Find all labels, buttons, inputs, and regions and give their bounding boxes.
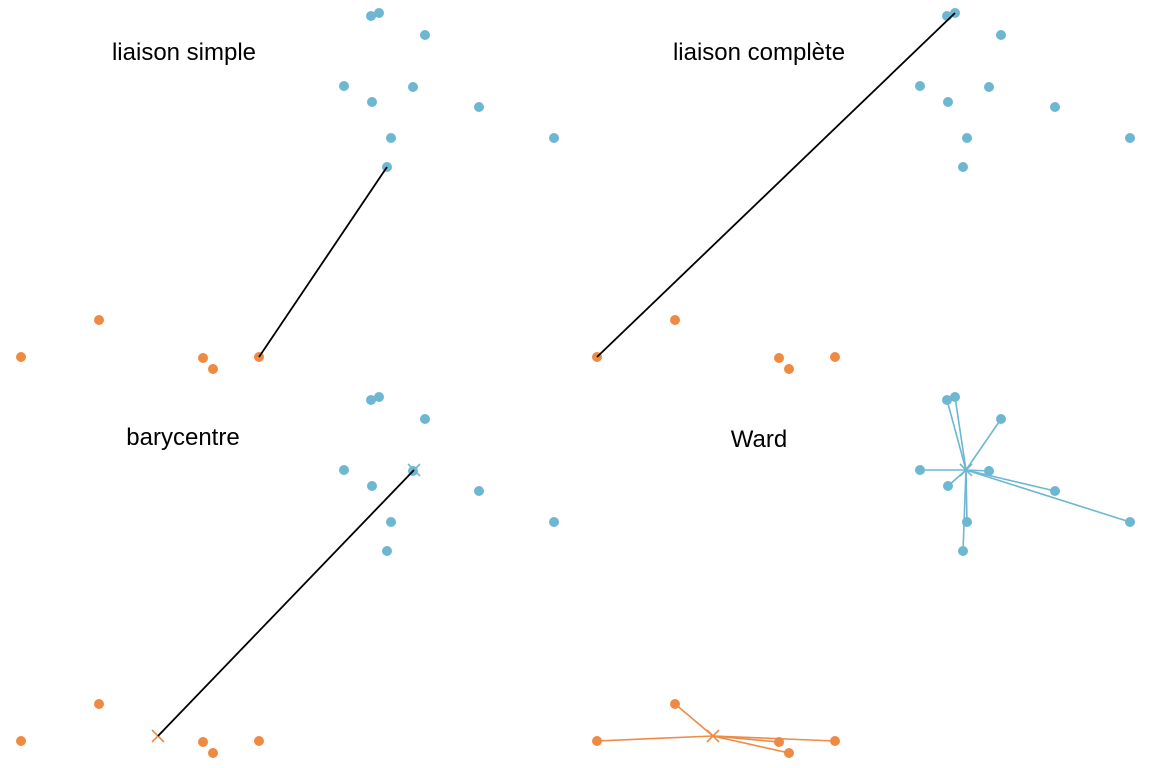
point-cluster-a bbox=[474, 486, 484, 496]
panel-single-linkage: liaison simple bbox=[16, 8, 559, 374]
point-cluster-a bbox=[915, 81, 925, 91]
panel-marks bbox=[16, 392, 559, 758]
centroid-cluster-b-marker-stroke-2 bbox=[706, 729, 720, 743]
point-cluster-b bbox=[670, 699, 680, 709]
point-cluster-b bbox=[198, 353, 208, 363]
point-cluster-a bbox=[374, 8, 384, 18]
panel-marks bbox=[592, 8, 1135, 374]
point-cluster-b bbox=[208, 748, 218, 758]
panel-ward-linkage: Ward bbox=[592, 392, 1135, 758]
point-cluster-a bbox=[996, 30, 1006, 40]
linkage-line bbox=[157, 469, 415, 737]
point-cluster-a bbox=[942, 395, 952, 405]
point-cluster-b bbox=[670, 315, 680, 325]
point-cluster-b bbox=[198, 737, 208, 747]
point-cluster-a bbox=[1050, 102, 1060, 112]
point-cluster-b bbox=[16, 736, 26, 746]
panel-title-single-linkage: liaison simple bbox=[112, 39, 256, 66]
panel-title-complete-linkage: liaison complète bbox=[673, 39, 845, 66]
point-cluster-a bbox=[943, 481, 953, 491]
point-cluster-a bbox=[420, 414, 430, 424]
centroid-cluster-a-marker bbox=[959, 463, 973, 477]
point-cluster-a bbox=[474, 102, 484, 112]
point-cluster-a bbox=[950, 392, 960, 402]
point-cluster-a bbox=[549, 517, 559, 527]
panel-marks bbox=[592, 392, 1135, 758]
ward-line-cluster-b bbox=[596, 735, 714, 742]
point-cluster-b bbox=[784, 364, 794, 374]
panel-title-ward-linkage: Ward bbox=[731, 426, 787, 453]
point-cluster-a bbox=[984, 82, 994, 92]
point-cluster-a bbox=[958, 162, 968, 172]
point-cluster-a bbox=[420, 30, 430, 40]
point-cluster-a bbox=[549, 133, 559, 143]
ward-line-cluster-a bbox=[946, 399, 967, 471]
point-cluster-b bbox=[592, 736, 602, 746]
point-cluster-a bbox=[915, 465, 925, 475]
point-cluster-a bbox=[962, 133, 972, 143]
ward-line-cluster-a bbox=[965, 469, 1131, 523]
point-cluster-a bbox=[339, 465, 349, 475]
point-cluster-a bbox=[382, 546, 392, 556]
ward-line-cluster-a bbox=[954, 396, 967, 471]
point-cluster-b bbox=[774, 737, 784, 747]
point-cluster-a bbox=[996, 414, 1006, 424]
ward-line-cluster-a bbox=[965, 469, 1056, 492]
point-cluster-a bbox=[367, 481, 377, 491]
ward-line-cluster-b bbox=[712, 735, 790, 754]
point-cluster-b bbox=[208, 364, 218, 374]
ward-line-cluster-a bbox=[962, 469, 967, 552]
point-cluster-a bbox=[984, 466, 994, 476]
panel-complete-linkage: liaison complète bbox=[592, 8, 1135, 374]
centroid-cluster-b-marker bbox=[706, 729, 720, 743]
point-cluster-a bbox=[367, 97, 377, 107]
point-cluster-b bbox=[94, 699, 104, 709]
ward-line-cluster-a bbox=[965, 418, 1002, 471]
point-cluster-a bbox=[366, 11, 376, 21]
linkage-line bbox=[258, 166, 388, 358]
centroid-cluster-a-marker-stroke-2 bbox=[959, 463, 973, 477]
linkage-line bbox=[596, 12, 956, 358]
point-cluster-a bbox=[1125, 133, 1135, 143]
point-cluster-b bbox=[774, 353, 784, 363]
point-cluster-b bbox=[784, 748, 794, 758]
point-cluster-a bbox=[374, 392, 384, 402]
ward-line-cluster-b bbox=[712, 735, 836, 742]
panel-centroid-linkage: barycentre bbox=[16, 392, 559, 758]
point-cluster-b bbox=[254, 736, 264, 746]
point-cluster-b bbox=[94, 315, 104, 325]
point-cluster-a bbox=[1050, 486, 1060, 496]
point-cluster-b bbox=[830, 352, 840, 362]
point-cluster-b bbox=[16, 352, 26, 362]
point-cluster-b bbox=[830, 736, 840, 746]
point-cluster-a bbox=[1125, 517, 1135, 527]
point-cluster-a bbox=[943, 97, 953, 107]
point-cluster-a bbox=[386, 517, 396, 527]
point-cluster-a bbox=[366, 395, 376, 405]
point-cluster-a bbox=[962, 517, 972, 527]
point-cluster-a bbox=[339, 81, 349, 91]
panel-marks bbox=[16, 8, 559, 374]
panel-title-centroid-linkage: barycentre bbox=[126, 424, 239, 451]
point-cluster-a bbox=[408, 82, 418, 92]
point-cluster-a bbox=[958, 546, 968, 556]
point-cluster-a bbox=[386, 133, 396, 143]
